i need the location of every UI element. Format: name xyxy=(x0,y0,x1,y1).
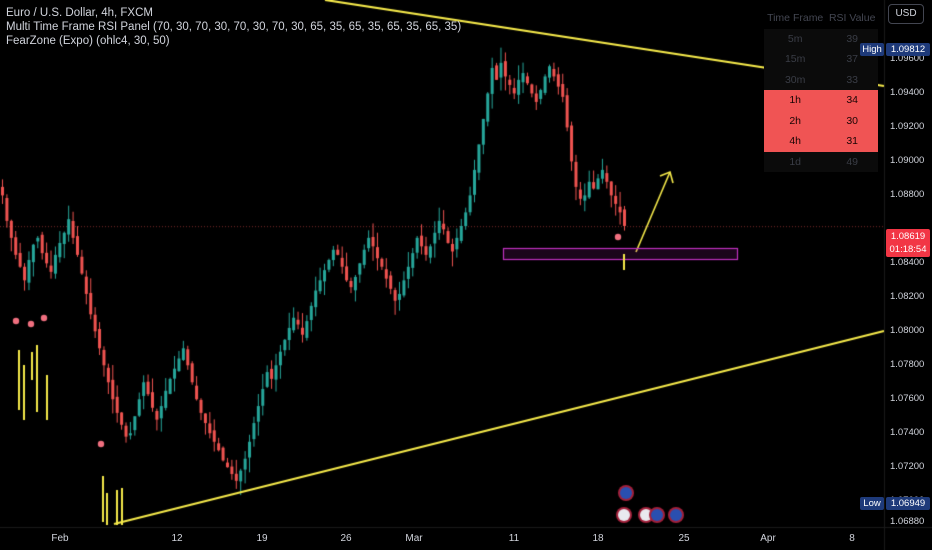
price-tick-label: 1.07600 xyxy=(890,393,925,405)
low-tag-label: Low xyxy=(860,497,884,510)
time-tick-label: 12 xyxy=(171,533,183,544)
time-tick-label: 11 xyxy=(508,533,520,544)
price-tick-label: 1.09200 xyxy=(890,121,925,133)
current-price-tag: 1.08619 01:18:54 xyxy=(886,229,930,257)
price-tick-label: 1.09600 xyxy=(890,53,925,65)
price-tick-label: 1.06880 xyxy=(890,515,925,527)
rsi-timeframe: 5m xyxy=(764,28,827,49)
rsi-panel: Time Frame RSI Value 5m 39 15m 37 30m 33 1h… xyxy=(764,8,878,172)
rsi-indicator-label[interactable]: Multi Time Frame RSI Panel (70, 30, 70, … xyxy=(6,21,462,33)
rsi-timeframe: 1h xyxy=(764,90,827,111)
rsi-timeframe: 30m xyxy=(764,69,827,90)
time-tick-label: 8 xyxy=(849,533,855,544)
rsi-header-value: RSI Value xyxy=(828,12,876,25)
high-tag-value: 1.09812 xyxy=(886,43,930,56)
rsi-timeframe: 1d xyxy=(764,151,827,172)
high-tag-label: High xyxy=(860,43,884,56)
price-tick-label: 1.09000 xyxy=(890,155,925,167)
rsi-value: 30 xyxy=(826,110,878,131)
rsi-header-timeframe: Time Frame xyxy=(767,12,824,25)
rsi-row: 4h 31 xyxy=(764,131,878,152)
time-tick-label: Mar xyxy=(405,533,423,544)
symbol-title[interactable]: Euro / U.S. Dollar, 4h, FXCM xyxy=(6,7,153,19)
rsi-timeframe: 15m xyxy=(764,49,827,70)
rsi-timeframe: 4h xyxy=(764,131,827,152)
rsi-value: 49 xyxy=(826,151,878,172)
currency-button[interactable]: USD xyxy=(888,4,924,24)
time-tick-label: 19 xyxy=(256,533,268,544)
price-tick-label: 1.08200 xyxy=(890,291,925,303)
low-tag-value: 1.06949 xyxy=(886,497,930,510)
fearzone-indicator-label[interactable]: FearZone (Expo) (ohlc4, 30, 50) xyxy=(6,35,170,47)
rsi-row: 1d 49 xyxy=(764,151,878,172)
price-tick-label: 1.09400 xyxy=(890,87,925,99)
price-tick-label: 1.08800 xyxy=(890,189,925,201)
rsi-value: 31 xyxy=(826,131,878,152)
price-tick-label: 1.07200 xyxy=(890,461,925,473)
rsi-row: 2h 30 xyxy=(764,110,878,131)
rsi-header-row: Time Frame RSI Value xyxy=(764,8,878,29)
price-tick-label: 1.08000 xyxy=(890,325,925,337)
time-tick-label: 26 xyxy=(340,533,352,544)
time-tick-label: 18 xyxy=(592,533,604,544)
current-price-value: 1.08619 xyxy=(890,231,926,242)
rsi-value: 33 xyxy=(826,69,878,90)
time-tick-label: Apr xyxy=(760,533,776,544)
price-tick-label: 1.07800 xyxy=(890,359,925,371)
time-tick-label: Feb xyxy=(51,533,69,544)
rsi-row: 1h 34 xyxy=(764,90,878,111)
price-tick-label: 1.07400 xyxy=(890,427,925,439)
time-tick-label: 25 xyxy=(678,533,690,544)
bar-countdown: 01:18:54 xyxy=(889,244,927,255)
rsi-timeframe: 2h xyxy=(764,110,827,131)
price-tick-label: 1.08400 xyxy=(890,257,925,269)
chart-legend: Euro / U.S. Dollar, 4h, FXCM Multi Time … xyxy=(6,6,461,48)
rsi-row: 30m 33 xyxy=(764,69,878,90)
rsi-value: 34 xyxy=(826,90,878,111)
